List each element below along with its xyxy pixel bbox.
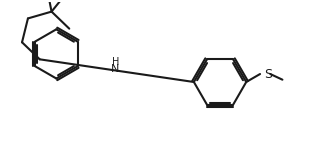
Text: S: S [264, 68, 272, 81]
Text: N: N [111, 64, 119, 74]
Text: H: H [111, 57, 119, 67]
